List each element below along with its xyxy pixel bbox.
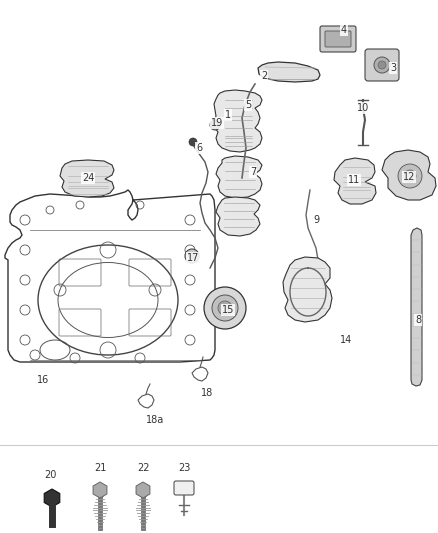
Text: 9: 9 xyxy=(313,215,319,225)
FancyBboxPatch shape xyxy=(174,481,194,495)
Text: 18a: 18a xyxy=(146,415,164,425)
Text: 17: 17 xyxy=(187,253,199,263)
Text: 18: 18 xyxy=(201,388,213,398)
Circle shape xyxy=(404,170,416,182)
Text: 14: 14 xyxy=(340,335,352,345)
Text: 15: 15 xyxy=(222,305,234,315)
Circle shape xyxy=(189,138,197,146)
Text: 11: 11 xyxy=(348,175,360,185)
Polygon shape xyxy=(136,482,150,498)
Text: 4: 4 xyxy=(341,25,347,35)
Polygon shape xyxy=(214,90,262,152)
Text: 7: 7 xyxy=(250,167,256,177)
Text: 6: 6 xyxy=(196,143,202,153)
Polygon shape xyxy=(60,160,114,197)
Polygon shape xyxy=(93,482,107,498)
Text: 5: 5 xyxy=(245,100,251,110)
Text: 22: 22 xyxy=(137,463,149,473)
Text: 21: 21 xyxy=(94,463,106,473)
Text: 8: 8 xyxy=(415,315,421,325)
Text: 3: 3 xyxy=(390,63,396,73)
Polygon shape xyxy=(216,156,262,198)
Ellipse shape xyxy=(212,295,238,321)
FancyBboxPatch shape xyxy=(325,31,351,47)
Polygon shape xyxy=(216,197,260,236)
Polygon shape xyxy=(382,150,436,200)
Text: 1: 1 xyxy=(225,110,231,120)
Polygon shape xyxy=(44,489,60,507)
Circle shape xyxy=(189,253,195,259)
Text: 20: 20 xyxy=(44,470,56,480)
Polygon shape xyxy=(258,62,320,82)
Circle shape xyxy=(398,164,422,188)
FancyBboxPatch shape xyxy=(365,49,399,81)
Text: 24: 24 xyxy=(82,173,94,183)
FancyBboxPatch shape xyxy=(320,26,356,52)
Text: 12: 12 xyxy=(403,172,415,182)
Text: 19: 19 xyxy=(211,118,223,128)
Circle shape xyxy=(210,120,220,130)
Text: 23: 23 xyxy=(178,463,190,473)
Text: 2: 2 xyxy=(261,71,267,81)
Circle shape xyxy=(378,61,386,69)
Circle shape xyxy=(185,249,199,263)
Text: 10: 10 xyxy=(357,103,369,113)
Ellipse shape xyxy=(218,301,232,315)
Ellipse shape xyxy=(204,287,246,329)
Polygon shape xyxy=(283,257,332,322)
Circle shape xyxy=(374,57,390,73)
Polygon shape xyxy=(411,228,422,386)
Polygon shape xyxy=(334,158,376,204)
Text: 16: 16 xyxy=(37,375,49,385)
